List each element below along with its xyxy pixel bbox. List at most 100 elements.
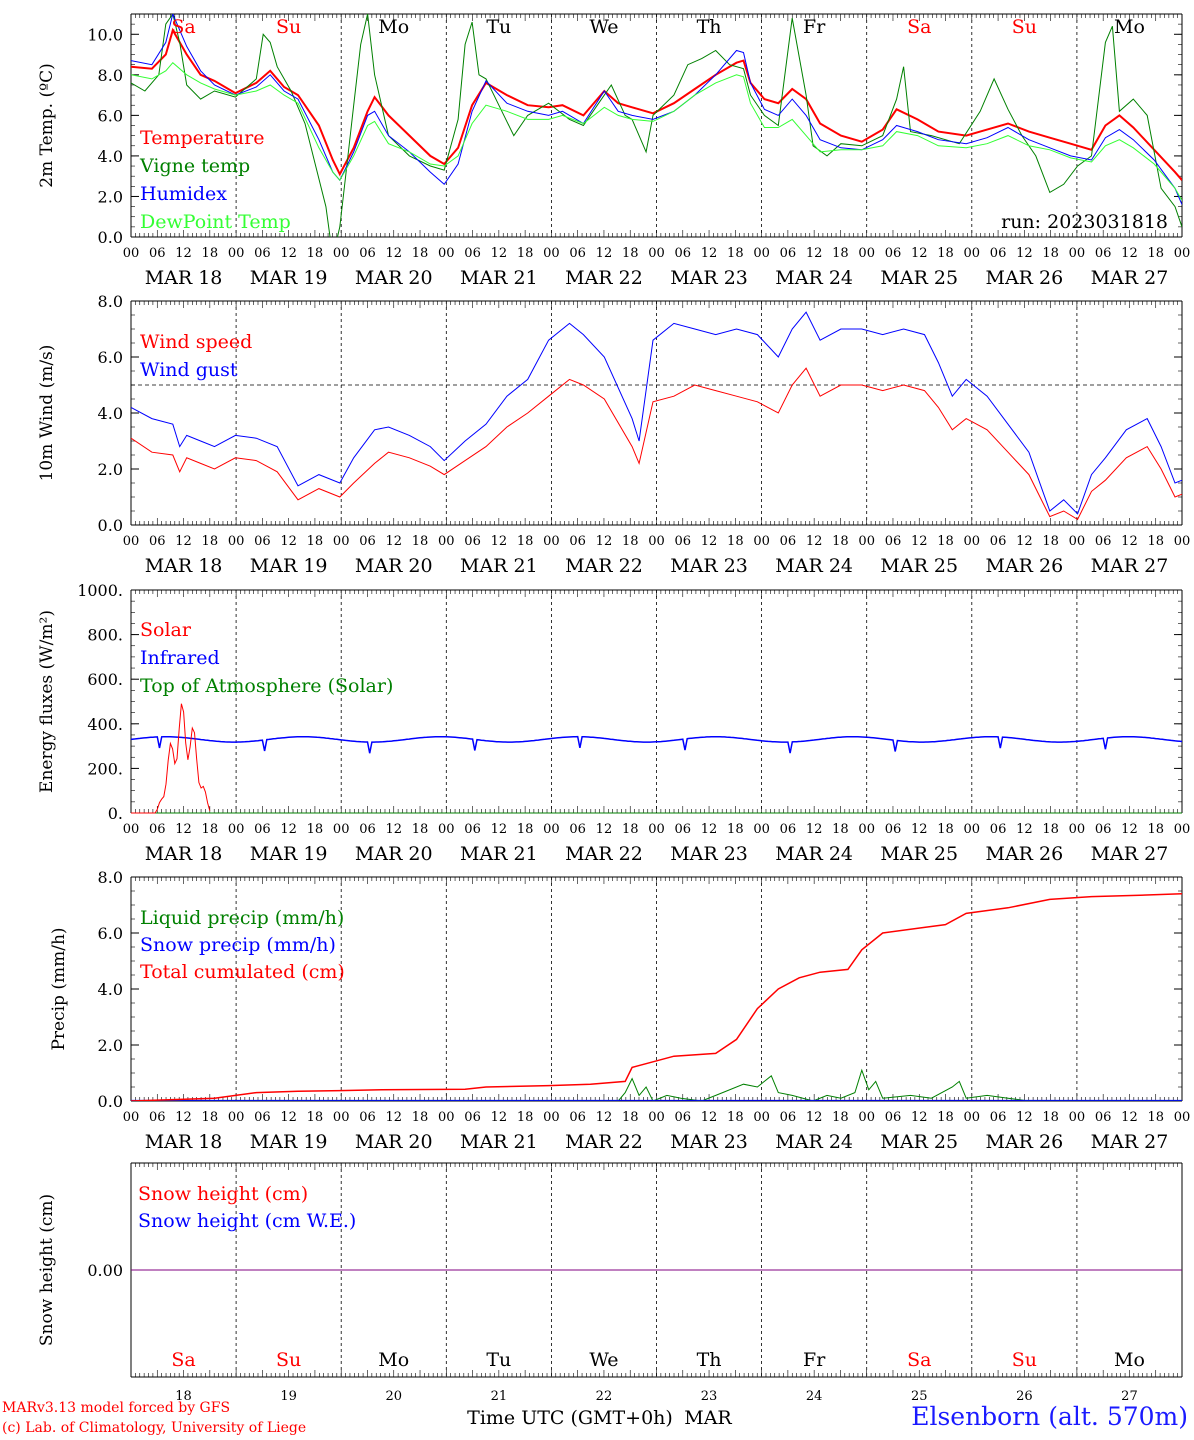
energy-hour-tick-label: 12	[175, 822, 192, 837]
temp-hour-tick-label: 12	[385, 246, 402, 261]
energy-series-solar	[131, 703, 211, 814]
wind-date-label: MAR 19	[250, 555, 328, 577]
wind-date-label: MAR 23	[670, 555, 748, 577]
precip-hour-tick-label: 12	[701, 1110, 718, 1125]
wind-hour-tick-label: 18	[832, 534, 849, 549]
temp-hour-tick-label: 12	[701, 246, 718, 261]
wind-hour-tick-label: 18	[727, 534, 744, 549]
temp-hour-tick-label: 00	[333, 246, 350, 261]
model-credit: MARv3.13 model forced by GFS	[2, 1400, 231, 1416]
wind-hour-tick-label: 06	[675, 534, 692, 549]
energy-hour-tick-label: 00	[1174, 822, 1191, 837]
temp-hour-tick-label: 06	[780, 246, 797, 261]
precip-hour-tick-label: 00	[543, 1110, 560, 1125]
precip-hour-tick-label: 06	[254, 1110, 271, 1125]
wind-ytick-label: 6.0	[98, 348, 123, 367]
precip-hour-tick-label: 12	[911, 1110, 928, 1125]
energy-date-label: MAR 22	[565, 843, 643, 865]
precip-hour-tick-label: 06	[359, 1110, 376, 1125]
precip-hour-tick-label: 00	[753, 1110, 770, 1125]
precip-hour-tick-label: 18	[727, 1110, 744, 1125]
energy-hour-tick-label: 00	[543, 822, 560, 837]
energy-hour-tick-label: 00	[648, 822, 665, 837]
wind-hour-tick-label: 00	[228, 534, 245, 549]
wind-hour-tick-label: 00	[438, 534, 455, 549]
energy-date-label: MAR 25	[880, 843, 958, 865]
top-weekday-label: Mo	[1114, 16, 1145, 38]
bottom-day-number: 27	[1121, 1389, 1138, 1404]
wind-hour-tick-label: 18	[517, 534, 534, 549]
temp-hour-tick-label: 18	[727, 246, 744, 261]
temp-hour-tick-label: 06	[990, 246, 1007, 261]
wind-hour-tick-label: 18	[1147, 534, 1164, 549]
temp-hour-tick-label: 00	[964, 246, 981, 261]
precip-hour-tick-label: 00	[1174, 1110, 1191, 1125]
temp-hour-tick-label: 12	[491, 246, 508, 261]
energy-hour-tick-label: 18	[517, 822, 534, 837]
wind-hour-tick-label: 00	[858, 534, 875, 549]
precip-ytick-label: 8.0	[98, 868, 123, 887]
energy-hour-tick-label: 00	[438, 822, 455, 837]
energy-hour-tick-label: 12	[491, 822, 508, 837]
precip-date-label: MAR 22	[565, 1131, 643, 1153]
wind-ytick-label: 8.0	[98, 292, 123, 311]
top-weekday-label: Su	[1012, 16, 1037, 38]
temp-ylabel: 2m Temp. (ºC)	[37, 63, 57, 188]
bottom-day-number: 21	[491, 1389, 508, 1404]
temp-date-label: MAR 27	[1091, 267, 1169, 289]
precip-date-label: MAR 27	[1091, 1131, 1169, 1153]
energy-hour-tick-label: 00	[123, 822, 140, 837]
temp-legend-item: DewPoint Temp	[140, 211, 291, 233]
precip-date-label: MAR 18	[145, 1131, 223, 1153]
energy-hour-tick-label: 12	[1121, 822, 1138, 837]
wind-hour-tick-label: 06	[254, 534, 271, 549]
wind-hour-tick-label: 06	[1095, 534, 1112, 549]
precip-ytick-label: 4.0	[98, 980, 123, 999]
wind-hour-tick-label: 06	[569, 534, 586, 549]
energy-hour-tick-label: 00	[333, 822, 350, 837]
wind-hour-tick-label: 18	[307, 534, 324, 549]
wind-date-label: MAR 21	[460, 555, 538, 577]
bottom-day-number: 18	[175, 1389, 192, 1404]
energy-legend-item: Solar	[140, 619, 192, 641]
precip-hour-tick-label: 06	[464, 1110, 481, 1125]
precip-hour-tick-label: 06	[990, 1110, 1007, 1125]
temp-hour-tick-label: 18	[832, 246, 849, 261]
energy-date-label: MAR 24	[775, 843, 853, 865]
wind-hour-tick-label: 06	[990, 534, 1007, 549]
precip-hour-tick-label: 06	[675, 1110, 692, 1125]
wind-ytick-label: 2.0	[98, 460, 123, 479]
wind-ylabel: 10m Wind (m/s)	[37, 345, 57, 482]
energy-hour-tick-label: 18	[832, 822, 849, 837]
bottom-weekday-label: Th	[697, 1349, 722, 1371]
temp-hour-tick-label: 12	[280, 246, 297, 261]
bottom-day-number: 22	[596, 1389, 613, 1404]
temp-hour-tick-label: 18	[1042, 246, 1059, 261]
top-weekday-label: Fr	[803, 16, 826, 38]
wind-hour-tick-label: 06	[464, 534, 481, 549]
wind-date-label: MAR 22	[565, 555, 643, 577]
precip-hour-tick-label: 18	[202, 1110, 219, 1125]
temp-hour-tick-label: 00	[753, 246, 770, 261]
energy-hour-tick-label: 06	[569, 822, 586, 837]
temp-ytick-label: 8.0	[98, 66, 123, 85]
precip-hour-tick-label: 12	[806, 1110, 823, 1125]
precip-hour-tick-label: 12	[1016, 1110, 1033, 1125]
wind-hour-tick-label: 18	[937, 534, 954, 549]
temp-ytick-label: 0.0	[98, 228, 123, 247]
energy-hour-tick-label: 06	[675, 822, 692, 837]
wind-hour-tick-label: 12	[1016, 534, 1033, 549]
precip-ytick-label: 6.0	[98, 924, 123, 943]
temp-hour-tick-label: 06	[464, 246, 481, 261]
temp-ytick-label: 10.0	[87, 25, 123, 44]
temp-date-label: MAR 23	[670, 267, 748, 289]
precip-hour-tick-label: 18	[307, 1110, 324, 1125]
temp-series-vigne-temp	[131, 14, 1182, 237]
bottom-weekday-label: Mo	[378, 1349, 409, 1371]
temp-date-label: MAR 20	[355, 267, 433, 289]
wind-hour-tick-label: 00	[1069, 534, 1086, 549]
x-axis-title: Time UTC (GMT+0h)	[467, 1407, 673, 1429]
top-weekday-label: Tu	[486, 16, 511, 38]
temp-date-label: MAR 19	[250, 267, 328, 289]
